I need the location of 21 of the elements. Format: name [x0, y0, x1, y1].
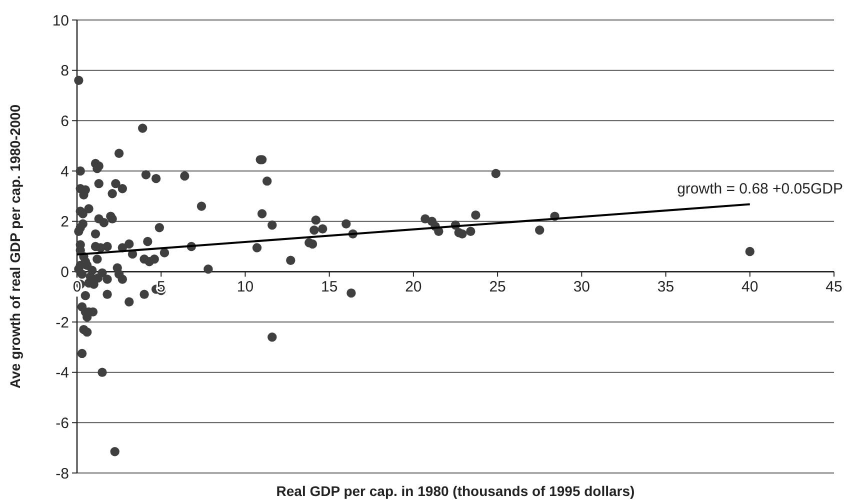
y-tick-label: -4	[56, 364, 69, 382]
x-axis-title: Real GDP per cap. in 1980 (thousands of 1995 dollars)	[276, 483, 635, 499]
y-tick-label: 4	[60, 163, 69, 180]
y-axis-title: Ave growth of real GDP per cap. 1980-2000	[7, 104, 23, 389]
x-tick-label: 10	[236, 278, 254, 296]
y-tick-label: -6	[56, 414, 69, 432]
x-tick-label: 30	[573, 278, 590, 296]
annotation: growth = 0.68 +0.05GDP	[677, 180, 843, 198]
y-tick-label: -2	[56, 314, 69, 332]
y-tick-label: 8	[60, 62, 69, 80]
x-tick-label: 40	[742, 278, 758, 296]
x-tick-label: 15	[320, 278, 338, 296]
x-tick-label: 25	[489, 278, 506, 296]
x-tick-label: 45	[826, 278, 842, 296]
y-tick-label: 2	[60, 214, 69, 231]
y-tick-label: 0	[60, 264, 69, 281]
y-tick-label: -8	[56, 465, 69, 482]
x-tick-label: 20	[405, 278, 422, 296]
y-tick-label: 10	[52, 12, 69, 30]
x-tick-label: 35	[657, 278, 674, 296]
y-tick-label: 6	[60, 112, 69, 130]
